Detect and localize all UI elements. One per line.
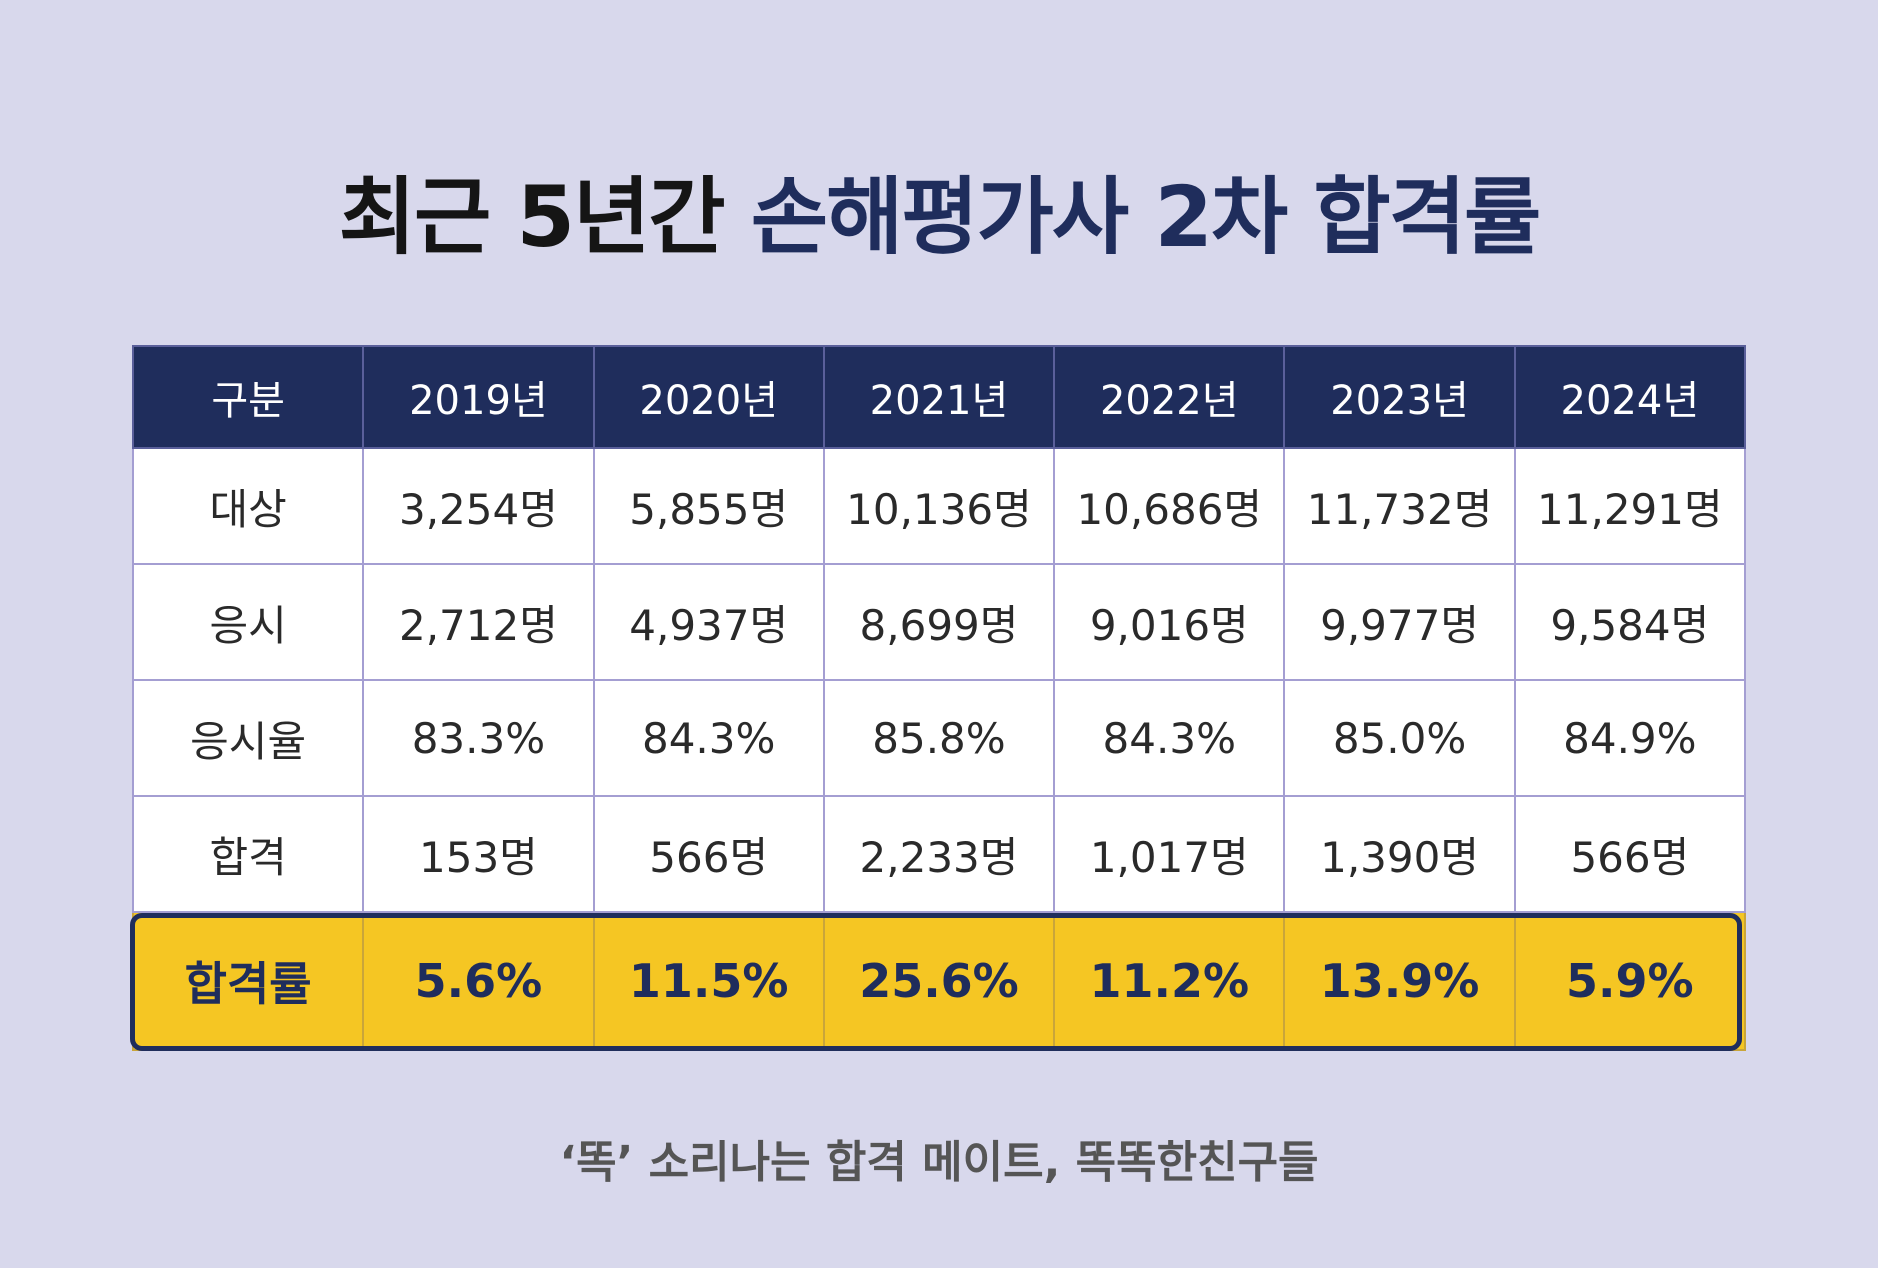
table-cell: 566명 bbox=[592, 795, 825, 913]
row-applicants: 응시 2,712명 4,937명 8,699명 9,016명 9,977명 9,584명 bbox=[131, 563, 1747, 681]
title-part1: 최근 5년간 bbox=[338, 168, 726, 266]
table-cell: 11,732명 bbox=[1283, 447, 1516, 565]
table-cell: 84.9% bbox=[1513, 679, 1747, 797]
table-cell: 1,390명 bbox=[1283, 795, 1516, 913]
row-label: 합격 bbox=[131, 795, 365, 913]
table-cell: 11,291명 bbox=[1513, 447, 1747, 565]
table-cell: 9,977명 bbox=[1283, 563, 1516, 681]
table-cell: 4,937명 bbox=[592, 563, 825, 681]
table-cell: 5.6% bbox=[362, 911, 595, 1051]
table-cell: 11.2% bbox=[1053, 911, 1286, 1051]
table-cell: 9,016명 bbox=[1053, 563, 1286, 681]
row-label: 응시율 bbox=[131, 679, 365, 797]
table-cell: 8,699명 bbox=[822, 563, 1056, 681]
table-cell: 85.0% bbox=[1283, 679, 1516, 797]
row-label: 대상 bbox=[131, 447, 365, 565]
header-category: 구분 bbox=[131, 345, 365, 449]
title-part2: 손해평가사 2차 합격률 bbox=[750, 168, 1541, 266]
table-cell: 9,584명 bbox=[1513, 563, 1747, 681]
table-cell: 11.5% bbox=[592, 911, 825, 1051]
header-2024: 2024년 bbox=[1513, 345, 1747, 449]
table-cell: 25.6% bbox=[822, 911, 1056, 1051]
table-cell: 84.3% bbox=[1053, 679, 1286, 797]
row-attendance-rate: 응시율 83.3% 84.3% 85.8% 84.3% 85.0% 84.9% bbox=[131, 679, 1747, 797]
table-cell: 566명 bbox=[1513, 795, 1747, 913]
header-2019: 2019년 bbox=[362, 345, 595, 449]
header-2021: 2021년 bbox=[822, 345, 1056, 449]
table-cell: 1,017명 bbox=[1053, 795, 1286, 913]
table-cell: 3,254명 bbox=[362, 447, 595, 565]
page-title: 최근 5년간 손해평가사 2차 합격률 bbox=[0, 150, 1878, 271]
table-cell: 83.3% bbox=[362, 679, 595, 797]
row-label: 응시 bbox=[131, 563, 365, 681]
table-cell: 10,686명 bbox=[1053, 447, 1286, 565]
table-cell: 5.9% bbox=[1513, 911, 1747, 1051]
table-header-row: 구분 2019년 2020년 2021년 2022년 2023년 2024년 bbox=[131, 345, 1747, 449]
header-2023: 2023년 bbox=[1283, 345, 1516, 449]
table-cell: 153명 bbox=[362, 795, 595, 913]
table-cell: 85.8% bbox=[822, 679, 1056, 797]
pass-rate-table: 구분 2019년 2020년 2021년 2022년 2023년 2024년 대… bbox=[131, 345, 1747, 1051]
footer-slogan: ‘똑’ 소리나는 합격 메이트, 똑똑한친구들 bbox=[559, 1137, 1319, 1188]
header-2020: 2020년 bbox=[592, 345, 825, 449]
row-passed: 합격 153명 566명 2,233명 1,017명 1,390명 566명 bbox=[131, 795, 1747, 913]
table-cell: 2,712명 bbox=[362, 563, 595, 681]
table-cell: 13.9% bbox=[1283, 911, 1516, 1051]
row-pass-rate: 합격률 5.6% 11.5% 25.6% 11.2% 13.9% 5.9% bbox=[131, 911, 1747, 1051]
row-target: 대상 3,254명 5,855명 10,136명 10,686명 11,732명 11,29… bbox=[131, 447, 1747, 565]
table-cell: 5,855명 bbox=[592, 447, 825, 565]
row-label: 합격률 bbox=[131, 911, 365, 1051]
header-2022: 2022년 bbox=[1053, 345, 1286, 449]
table-cell: 10,136명 bbox=[822, 447, 1056, 565]
table-cell: 2,233명 bbox=[822, 795, 1056, 913]
table-cell: 84.3% bbox=[592, 679, 825, 797]
